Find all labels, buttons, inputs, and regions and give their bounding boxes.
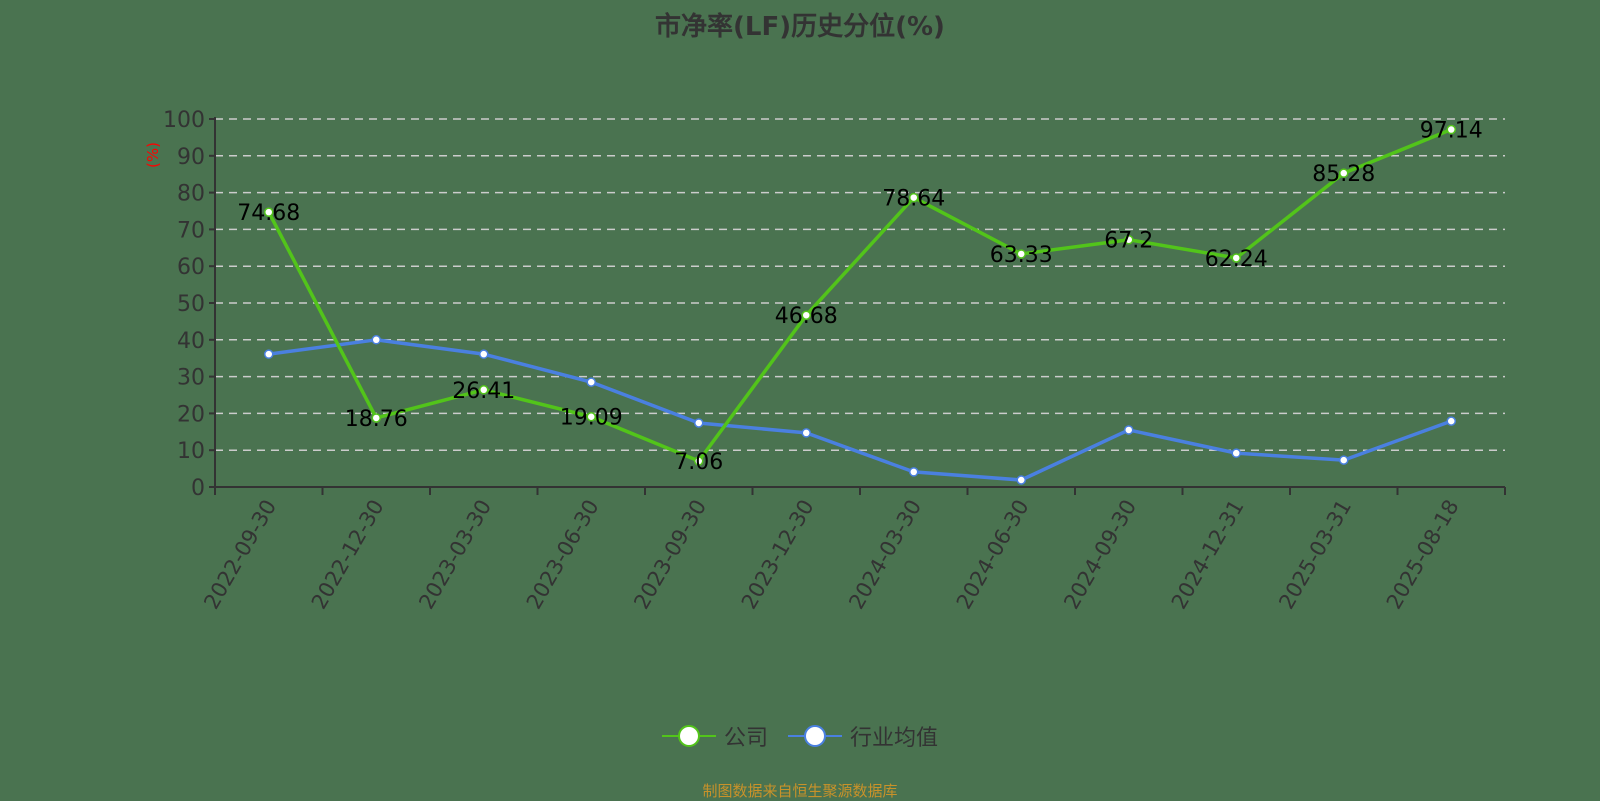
data-label: 19.09 [560, 406, 623, 431]
y-tick-label: 20 [177, 402, 205, 427]
data-point [1124, 425, 1134, 435]
y-tick-label: 80 [177, 182, 205, 207]
x-tick-label: 2023-12-30 [737, 496, 819, 614]
data-label: 7.06 [674, 450, 723, 475]
x-tick-label: 2022-09-30 [199, 496, 281, 614]
data-label: 67.2 [1104, 229, 1153, 254]
x-tick-label: 2022-12-30 [307, 496, 389, 614]
data-label: 63.33 [990, 243, 1053, 268]
data-point [1231, 253, 1241, 263]
legend: 公司 行业均值 [0, 720, 1600, 752]
data-point [909, 467, 919, 477]
data-point [694, 456, 704, 466]
data-label: 78.64 [882, 187, 945, 212]
data-point [1446, 124, 1456, 135]
data-label: 18.76 [345, 407, 408, 432]
data-point [479, 349, 489, 359]
x-tick-label: 2024-09-30 [1059, 496, 1141, 614]
data-label: 85.28 [1312, 162, 1375, 187]
data-point [1339, 168, 1349, 178]
x-tick-label: 2024-06-30 [952, 496, 1034, 614]
x-tick-label: 2023-03-30 [414, 496, 496, 614]
legend-item-industry[interactable]: 行业均值 [788, 720, 938, 752]
x-tick-label: 2024-03-30 [844, 496, 926, 614]
y-tick-label: 40 [177, 329, 205, 354]
y-axis-unit: (%) [144, 142, 162, 168]
y-tick-label: 10 [177, 439, 205, 464]
data-point [371, 413, 381, 423]
data-label: 62.24 [1205, 247, 1268, 272]
y-tick-label: 30 [177, 366, 205, 391]
y-tick-label: 100 [163, 108, 205, 133]
data-point [586, 411, 596, 422]
line-chart: 0 10 20 30 40 50 60 70 80 90 100(%) 2022-09-30 2022-… [144, 108, 1506, 614]
legend-label-company: 公司 [723, 726, 768, 751]
data-point [1016, 475, 1026, 485]
x-tick-label: 2023-06-30 [522, 496, 604, 614]
y-tick-label: 50 [177, 292, 205, 317]
data-point [479, 385, 489, 395]
data-label: 97.14 [1420, 119, 1483, 144]
y-tick-label: 70 [177, 218, 205, 243]
company-line [267, 127, 1452, 463]
x-tick-label: 2025-03-31 [1274, 496, 1356, 614]
data-label: 46.68 [775, 304, 838, 329]
x-tick-label: 2024-12-31 [1167, 496, 1249, 614]
chart-title: 市净率(LF)历史分位(%) [655, 12, 945, 42]
data-point [1339, 455, 1349, 465]
legend-label-industry: 行业均值 [850, 726, 939, 751]
data-point [1016, 249, 1026, 259]
data-point [801, 310, 811, 320]
data-point [694, 418, 704, 428]
data-point [371, 335, 381, 345]
y-tick-label: 0 [191, 476, 205, 501]
x-tick-label: 2025-08-18 [1382, 496, 1464, 614]
legend-industry-icon [788, 725, 842, 747]
data-label: 26.41 [452, 379, 515, 404]
data-point [1124, 234, 1134, 245]
data-point [264, 349, 274, 359]
legend-company-icon [661, 725, 716, 747]
data-point [801, 428, 811, 438]
data-point [1231, 448, 1241, 458]
data-label: 74.68 [237, 201, 300, 226]
y-tick-label: 90 [177, 145, 205, 170]
y-tick-label: 60 [177, 255, 205, 280]
data-point [1446, 416, 1456, 426]
data-source-note: 制图数据来自恒生聚源数据库 [702, 782, 898, 800]
data-point [264, 207, 274, 217]
legend-item-company[interactable]: 公司 [661, 720, 768, 752]
industry-line [268, 338, 1452, 482]
x-tick-label: 2023-09-30 [629, 496, 711, 614]
data-point [909, 192, 919, 203]
data-point [586, 377, 596, 387]
